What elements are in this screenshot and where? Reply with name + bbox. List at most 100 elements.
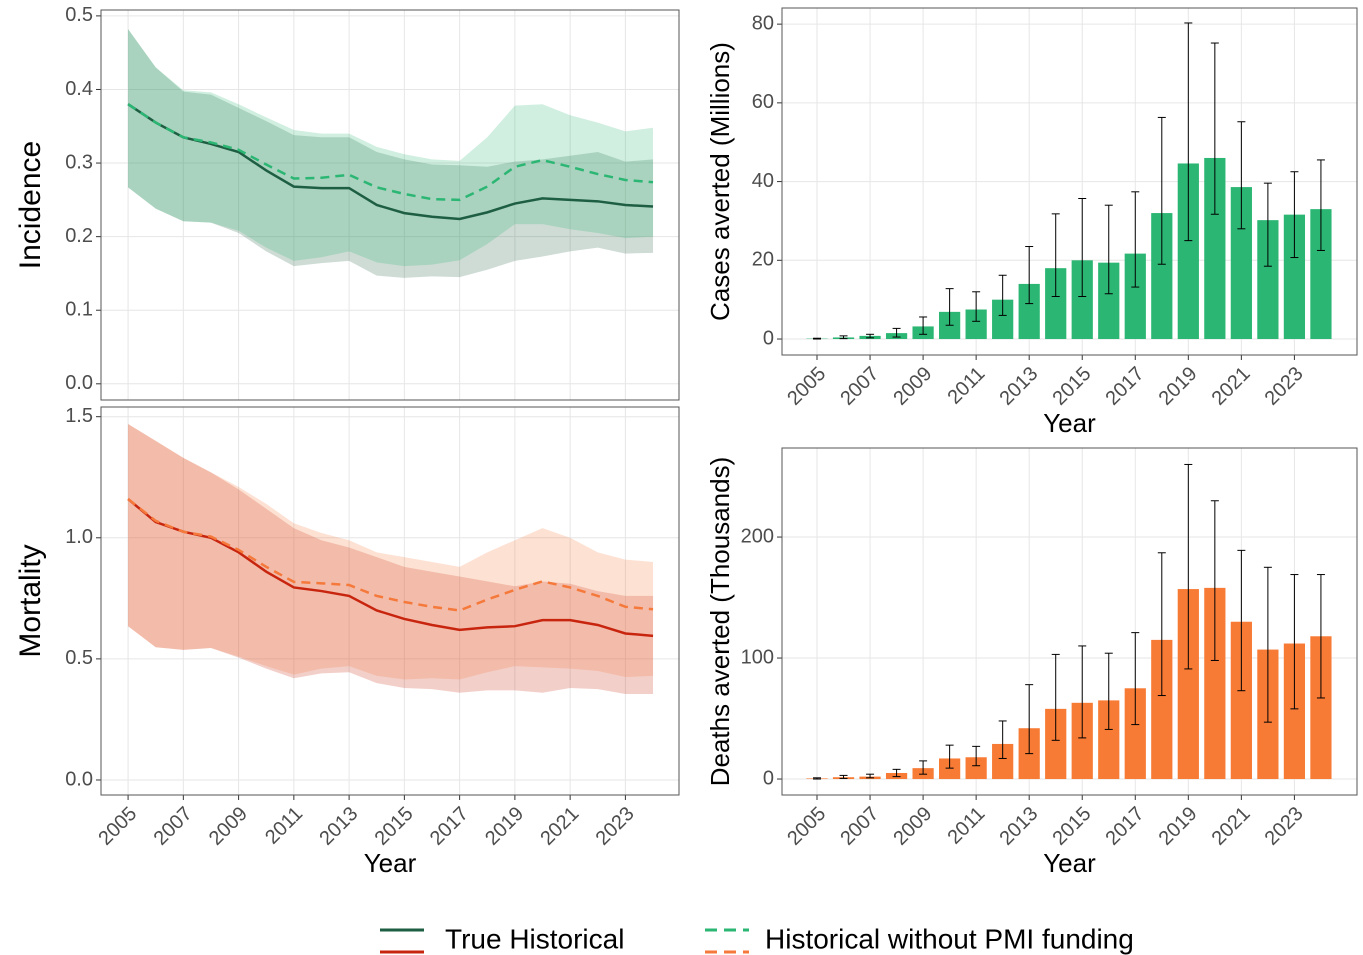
bar — [1071, 702, 1093, 780]
bar — [965, 309, 987, 340]
error-bar — [945, 744, 954, 769]
x-tick-label: 2023 — [1261, 363, 1308, 410]
x-tick-label: 2015 — [1048, 363, 1095, 410]
y-tick-label: 80 — [752, 12, 774, 34]
error-bar — [1184, 463, 1193, 670]
y-tick-label: 20 — [752, 249, 774, 271]
error-bar — [839, 335, 848, 340]
x-tick-label: 2013 — [995, 363, 1042, 410]
error-bar — [866, 333, 875, 339]
error-bar — [813, 337, 822, 340]
x-tick-label: 2021 — [1208, 803, 1255, 850]
y-tick-label: 0.3 — [65, 151, 93, 173]
error-bar — [839, 774, 848, 779]
bar — [1177, 163, 1199, 340]
bar — [1098, 700, 1120, 780]
x-tick-label: 2017 — [426, 803, 473, 850]
x-tick-label: 2021 — [536, 803, 583, 850]
error-bar — [945, 288, 954, 326]
panel-background — [101, 10, 679, 400]
bar — [1151, 639, 1173, 780]
bar — [1151, 213, 1173, 340]
x-tick-label: 2007 — [836, 363, 883, 410]
bar — [992, 299, 1014, 340]
error-bar — [972, 745, 981, 767]
y-tick-label: 0.5 — [65, 647, 93, 669]
y-tick-label: 1.0 — [65, 526, 93, 548]
error-bar — [866, 773, 875, 779]
error-bar — [813, 777, 822, 780]
panel-border — [781, 7, 1358, 356]
uncertainty-band — [128, 29, 654, 278]
x-tick-label: 2005 — [783, 363, 830, 410]
x-tick-label: 2017 — [1102, 363, 1149, 410]
bar — [1310, 209, 1332, 340]
error-bar — [1263, 566, 1272, 723]
y-tick-label: 0.0 — [65, 768, 93, 790]
x-tick-label: 2007 — [836, 803, 883, 850]
x-tick-label: 2015 — [371, 803, 418, 850]
bar — [965, 757, 987, 780]
bar — [1045, 268, 1067, 340]
y-tick-label: 100 — [741, 646, 774, 668]
panel-border — [100, 9, 680, 401]
bar — [1310, 636, 1332, 780]
bar — [992, 743, 1014, 780]
x-tick-label: 2011 — [261, 803, 307, 849]
error-bar — [892, 327, 901, 338]
x-tick-label: 2019 — [1155, 363, 1202, 410]
error-bar — [1157, 552, 1166, 697]
series-line — [127, 498, 654, 638]
x-axis-label: Year — [364, 848, 417, 878]
error-bar — [1025, 246, 1034, 305]
error-bar — [972, 291, 981, 322]
error-bar — [1210, 42, 1219, 215]
error-bar — [1104, 204, 1113, 295]
error-bar — [1157, 116, 1166, 265]
y-tick-label: 200 — [741, 525, 774, 547]
error-bar — [998, 720, 1007, 759]
x-tick-label: 2009 — [889, 363, 936, 410]
error-bar — [1210, 500, 1219, 661]
y-tick-label: 1.5 — [65, 405, 93, 427]
legend-label: True Historical — [445, 923, 624, 954]
bar — [1204, 157, 1226, 340]
x-tick-label: 2013 — [995, 803, 1042, 850]
x-tick-label: 2023 — [592, 803, 639, 850]
error-bar — [1290, 574, 1299, 710]
uncertainty-band — [128, 423, 654, 695]
y-tick-label: 0.1 — [65, 299, 93, 321]
x-tick-label: 2019 — [481, 803, 528, 850]
y-axis-label: Cases averted (Millions) — [705, 42, 735, 321]
error-bar — [1237, 549, 1246, 692]
x-axis-label: Year — [1043, 848, 1096, 878]
x-tick-label: 2013 — [315, 803, 362, 850]
x-axis-label: Year — [1043, 408, 1096, 438]
error-bar — [1131, 191, 1140, 288]
error-bar — [1263, 182, 1272, 267]
error-bar — [1078, 198, 1087, 298]
error-bar — [1316, 574, 1325, 699]
y-tick-label: 0.0 — [65, 372, 93, 394]
error-bar — [1051, 653, 1060, 741]
error-bar — [1051, 213, 1060, 298]
error-bar — [1131, 632, 1140, 726]
error-bar — [1237, 121, 1246, 230]
x-tick-label: 2015 — [1048, 803, 1095, 850]
bar — [1257, 220, 1279, 340]
y-tick-label: 0.5 — [65, 4, 93, 26]
bar — [1230, 187, 1252, 340]
legend-label: Historical without PMI funding — [765, 923, 1134, 954]
error-bar — [1078, 645, 1087, 739]
panel-border — [781, 447, 1358, 796]
y-tick-label: 0 — [763, 767, 774, 789]
y-tick-label: 0.4 — [65, 78, 93, 100]
bar — [1283, 643, 1306, 780]
x-tick-label: 2023 — [1261, 803, 1308, 850]
y-tick-label: 40 — [752, 170, 774, 192]
error-bar — [998, 274, 1007, 316]
error-bar — [919, 760, 928, 775]
x-tick-label: 2021 — [1208, 363, 1255, 410]
uncertainty-band — [128, 423, 654, 680]
